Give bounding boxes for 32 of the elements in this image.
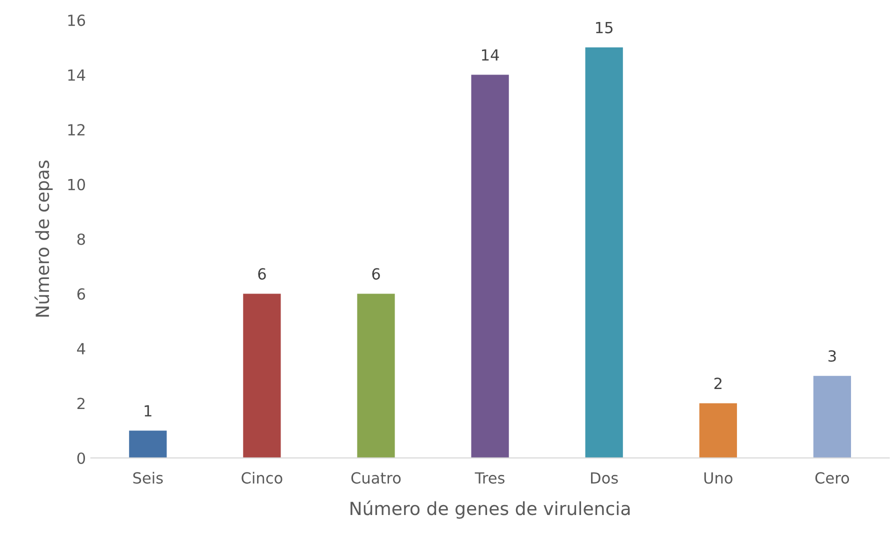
y-tick-label: 16 — [68, 14, 86, 26]
y-tick-label: 12 — [68, 124, 84, 136]
x-tick-label: Dos — [591, 472, 618, 484]
bar — [243, 294, 281, 458]
y-tick-label: 14 — [68, 69, 86, 81]
data-label: 6 — [372, 268, 380, 280]
y-tick-label: 10 — [68, 178, 86, 190]
x-tick-label: Cuatro — [351, 472, 401, 484]
data-label: 1 — [144, 405, 152, 416]
bar — [357, 294, 395, 458]
bar — [471, 74, 509, 458]
y-tick-label: 2 — [77, 398, 84, 410]
data-label: 2 — [714, 378, 722, 389]
bar — [129, 430, 167, 458]
x-tick-label: Cinco — [242, 472, 282, 484]
y-tick-label: 8 — [77, 233, 85, 246]
y-tick-label: 4 — [77, 343, 86, 354]
x-tick-label: Uno — [704, 472, 732, 484]
y-tick-label: 6 — [77, 288, 86, 300]
x-tick-label: Seis — [133, 472, 163, 484]
x-tick-label: Tres — [474, 472, 504, 484]
data-label: 14 — [482, 49, 499, 61]
x-tick-label: Cero — [815, 472, 850, 484]
data-label: 3 — [828, 350, 836, 362]
x-axis-title: Número de genes de virulencia — [350, 500, 630, 519]
y-axis-title: Número de cepas — [34, 160, 53, 317]
y-tick-label: 0 — [77, 452, 86, 464]
bar — [813, 376, 852, 458]
data-label: 15 — [596, 22, 612, 34]
bar — [585, 47, 623, 458]
data-label: 6 — [258, 268, 266, 280]
bar — [699, 403, 737, 458]
